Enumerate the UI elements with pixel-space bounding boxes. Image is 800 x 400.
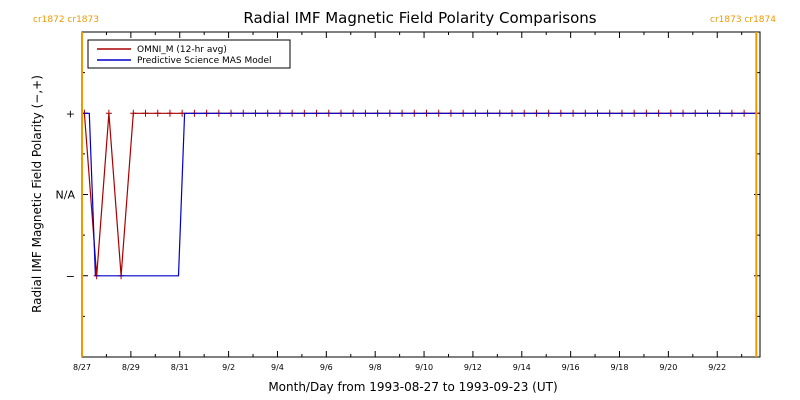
legend: OMNI_M (12-hr avg)Predictive Science MAS… [87, 39, 291, 69]
x-tick-label: 9/14 [513, 363, 531, 372]
x-tick-label: 9/4 [271, 363, 284, 372]
x-tick-label: 9/10 [415, 363, 433, 372]
x-tick-label: 8/29 [122, 363, 140, 372]
y-axis-label: Radial IMF Magnetic Field Polarity (−,+) [30, 75, 44, 313]
legend-box [87, 39, 291, 69]
chart-title: Radial IMF Magnetic Field Polarity Compa… [243, 9, 596, 27]
carrington-label: cr1872 cr1873 [33, 15, 99, 25]
series-line-0 [83, 112, 757, 276]
x-tick-label: 9/22 [708, 363, 726, 372]
legend-entry: OMNI_M (12-hr avg) [137, 45, 227, 55]
x-tick-label: 9/12 [464, 363, 482, 372]
y-tick-label: + [66, 107, 75, 120]
y-tick-label: − [66, 270, 75, 283]
x-tick-label: 8/27 [73, 363, 91, 372]
x-tick-label: 9/6 [320, 363, 333, 372]
x-tick-label: 9/20 [659, 363, 677, 372]
data-point [105, 109, 112, 117]
x-tick-label: 9/2 [222, 363, 235, 372]
legend-entry: Predictive Science MAS Model [137, 56, 272, 66]
carrington-label: cr1873 cr1874 [710, 15, 776, 25]
data-point [154, 109, 161, 117]
carrington-markers: cr1872 cr1873 cr1873 cr1874 [33, 15, 776, 357]
data-point [130, 109, 137, 117]
x-tick-label: 9/16 [562, 363, 580, 372]
x-tick-label: 9/18 [611, 363, 629, 372]
data-point [166, 109, 173, 117]
series-line-1 [82, 112, 757, 277]
axis-ticks: 8/27 8/29 8/31 9/2 9/4 9/6 9/8 9/10 9/12 9/14 9/16… [56, 31, 760, 372]
plot-frame [81, 31, 761, 358]
x-axis-label: Month/Day from 1993-08-27 to 1993-09-23 … [268, 380, 557, 394]
x-tick-label: 9/8 [369, 363, 382, 372]
series-layer [81, 109, 760, 280]
data-point [142, 109, 149, 117]
x-tick-label: 8/31 [171, 363, 189, 372]
plot-border [81, 31, 761, 358]
y-tick-label: N/A [56, 189, 76, 202]
